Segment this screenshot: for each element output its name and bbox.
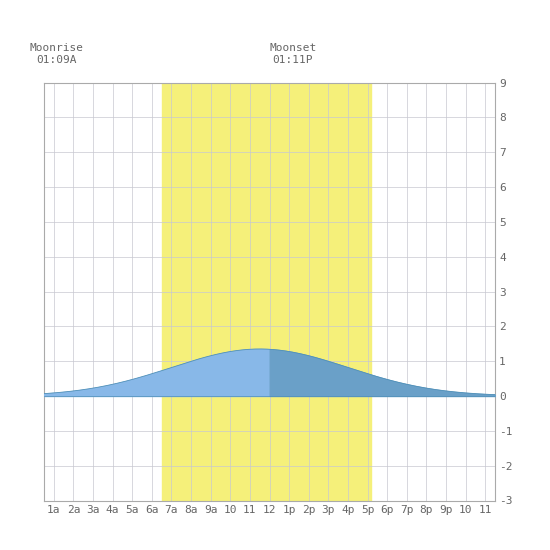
Text: Moonrise
01:09A: Moonrise 01:09A [30,43,84,65]
Bar [162,82,371,500]
Text: Moonset
01:11P: Moonset 01:11P [269,43,316,65]
